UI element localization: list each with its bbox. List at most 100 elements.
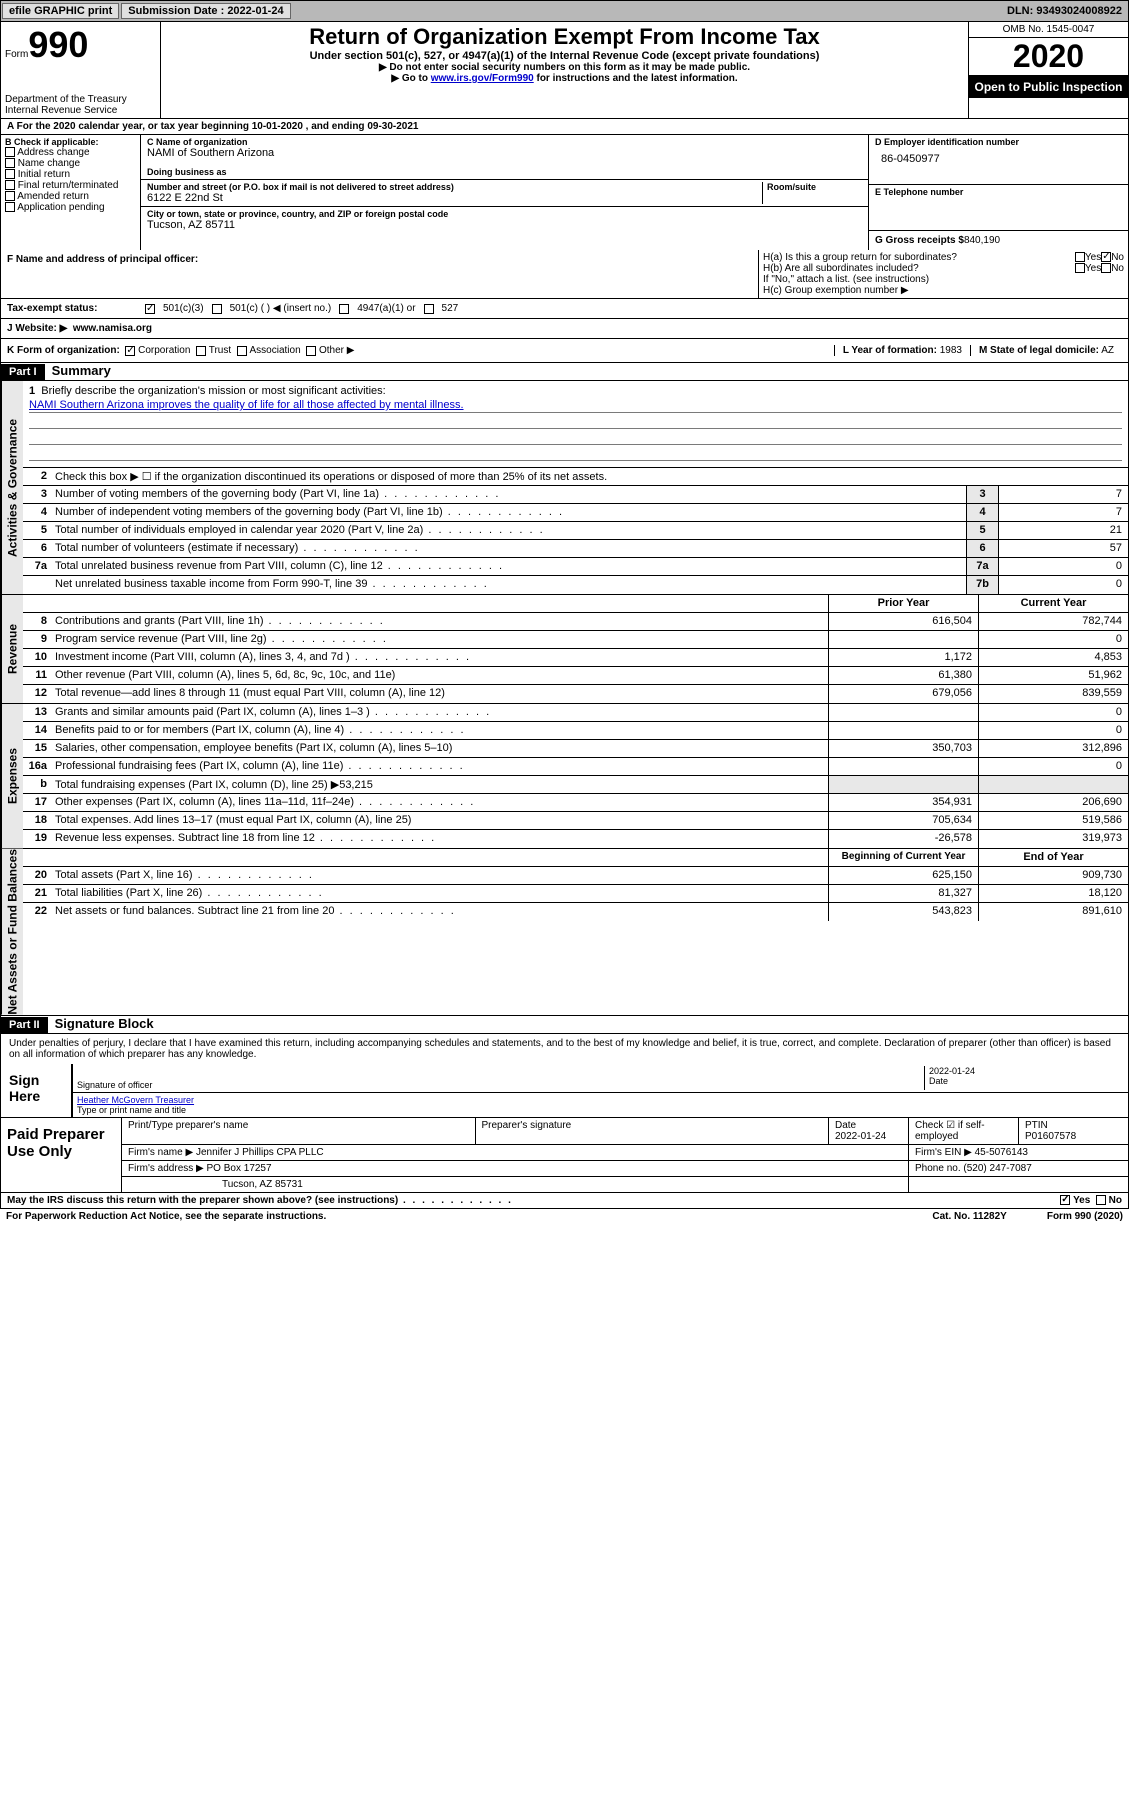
c8: 782,744: [978, 613, 1128, 630]
hdr-end: End of Year: [978, 849, 1128, 866]
discuss-no[interactable]: [1096, 1195, 1106, 1205]
section-bcd: B Check if applicable: Address change Na…: [0, 135, 1129, 250]
cb-initial[interactable]: [5, 169, 15, 179]
c9: 0: [978, 631, 1128, 648]
cb-final[interactable]: [5, 180, 15, 190]
ha-no[interactable]: [1101, 252, 1111, 262]
officer-lbl: F Name and address of principal officer:: [7, 254, 198, 265]
sign-here-lbl: Sign Here: [1, 1064, 71, 1117]
l5-txt: Total number of individuals employed in …: [51, 522, 966, 539]
c17: 206,690: [978, 794, 1128, 811]
b20: 625,150: [828, 867, 978, 884]
cb-corp[interactable]: [125, 346, 135, 356]
form-subtitle: Under section 501(c), 527, or 4947(a)(1)…: [167, 50, 962, 62]
part2-title: Signature Block: [51, 1016, 154, 1031]
hdr-prior: Prior Year: [828, 595, 978, 612]
tax-year: 2020: [969, 38, 1128, 76]
b22: 543,823: [828, 903, 978, 921]
cb-address[interactable]: [5, 147, 15, 157]
c19: 319,973: [978, 830, 1128, 848]
cb-501c3[interactable]: [145, 304, 155, 314]
firm-name: Jennifer J Phillips CPA PLLC: [196, 1147, 324, 1158]
ha-yes[interactable]: [1075, 252, 1085, 262]
instr-link: ▶ Go to www.irs.gov/Form990 for instruct…: [167, 73, 962, 84]
discuss-yes[interactable]: [1060, 1195, 1070, 1205]
cb-trust[interactable]: [196, 346, 206, 356]
dln-label: DLN: 93493024008922: [1007, 5, 1128, 17]
l3-txt: Number of voting members of the governin…: [51, 486, 966, 503]
prep-h2: Preparer's signature: [475, 1118, 829, 1144]
efile-print-btn[interactable]: efile GRAPHIC print: [2, 3, 119, 19]
l20-txt: Total assets (Part X, line 16): [51, 867, 828, 884]
cb-527[interactable]: [424, 304, 434, 314]
c13: 0: [978, 704, 1128, 721]
street: 6122 E 22nd St: [147, 192, 762, 204]
tel-lbl: E Telephone number: [875, 187, 1122, 197]
ein-lbl: D Employer identification number: [875, 137, 1122, 147]
e22: 891,610: [978, 903, 1128, 921]
year-formation: 1983: [940, 345, 962, 356]
cb-name[interactable]: [5, 158, 15, 168]
org-name: NAMI of Southern Arizona: [147, 147, 862, 159]
l7a-txt: Total unrelated business revenue from Pa…: [51, 558, 966, 575]
c15: 312,896: [978, 740, 1128, 757]
l2-txt: Check this box ▶ ☐ if the organization d…: [51, 468, 1128, 485]
l12-txt: Total revenue—add lines 8 through 11 (mu…: [51, 685, 828, 703]
dept-treasury: Department of the Treasury: [5, 94, 156, 105]
l3-val: 7: [998, 486, 1128, 503]
sig-name: Heather McGovern Treasurer: [77, 1095, 1124, 1105]
hb-no[interactable]: [1101, 263, 1111, 273]
instr-ssn: ▶ Do not enter social security numbers o…: [167, 62, 962, 73]
sig-date-lbl: Date: [929, 1076, 948, 1086]
cb-501c[interactable]: [212, 304, 222, 314]
cb-4947[interactable]: [339, 304, 349, 314]
web-lbl: J Website: ▶: [7, 323, 67, 334]
l11-txt: Other revenue (Part VIII, column (A), li…: [51, 667, 828, 684]
part2-header: Part II Signature Block: [0, 1016, 1129, 1034]
side-rev: Revenue: [1, 595, 23, 703]
l15-txt: Salaries, other compensation, employee b…: [51, 740, 828, 757]
pra-notice: For Paperwork Reduction Act Notice, see …: [6, 1211, 892, 1222]
e20: 909,730: [978, 867, 1128, 884]
signature-block: Under penalties of perjury, I declare th…: [0, 1034, 1129, 1118]
org-name-lbl: C Name of organization: [147, 137, 862, 147]
l19-txt: Revenue less expenses. Subtract line 18 …: [51, 830, 828, 848]
p19: -26,578: [828, 830, 978, 848]
prep-date: 2022-01-24: [835, 1131, 886, 1142]
irs-link[interactable]: www.irs.gov/Form990: [431, 73, 534, 84]
c11: 51,962: [978, 667, 1128, 684]
l16b-txt: Total fundraising expenses (Part IX, col…: [51, 776, 828, 793]
p16a: [828, 758, 978, 775]
l7b-val: 0: [998, 576, 1128, 594]
row-website: J Website: ▶ www.namisa.org: [0, 319, 1129, 339]
submission-date-btn[interactable]: Submission Date : 2022-01-24: [121, 3, 290, 19]
l6-val: 57: [998, 540, 1128, 557]
open-inspection: Open to Public Inspection: [969, 76, 1128, 98]
c10: 4,853: [978, 649, 1128, 666]
sec-b-label: B Check if applicable:: [5, 137, 136, 147]
cb-other[interactable]: [306, 346, 316, 356]
hb-yes[interactable]: [1075, 263, 1085, 273]
row-a-tax-year: A For the 2020 calendar year, or tax yea…: [0, 119, 1129, 135]
part1-title: Summary: [48, 363, 111, 378]
cb-assoc[interactable]: [237, 346, 247, 356]
p17: 354,931: [828, 794, 978, 811]
firm-addr1: PO Box 17257: [207, 1163, 272, 1174]
discuss-txt: May the IRS discuss this return with the…: [7, 1195, 1060, 1206]
hb-lbl: H(b) Are all subordinates included?: [763, 263, 1075, 274]
part2-badge: Part II: [1, 1017, 48, 1033]
sig-declaration: Under penalties of perjury, I declare th…: [1, 1034, 1128, 1064]
city-lbl: City or town, state or province, country…: [147, 209, 862, 219]
p10: 1,172: [828, 649, 978, 666]
p8: 616,504: [828, 613, 978, 630]
p18: 705,634: [828, 812, 978, 829]
ha-lbl: H(a) Is this a group return for subordin…: [763, 252, 1075, 263]
firm-addr2: Tucson, AZ 85731: [121, 1177, 908, 1192]
cb-pending[interactable]: [5, 202, 15, 212]
side-net: Net Assets or Fund Balances: [1, 849, 23, 1015]
rev-section: Revenue Prior YearCurrent Year 8Contribu…: [0, 595, 1129, 704]
section-fh: F Name and address of principal officer:…: [0, 250, 1129, 299]
part1-badge: Part I: [1, 364, 45, 380]
cb-amended[interactable]: [5, 191, 15, 201]
l6-txt: Total number of volunteers (estimate if …: [51, 540, 966, 557]
